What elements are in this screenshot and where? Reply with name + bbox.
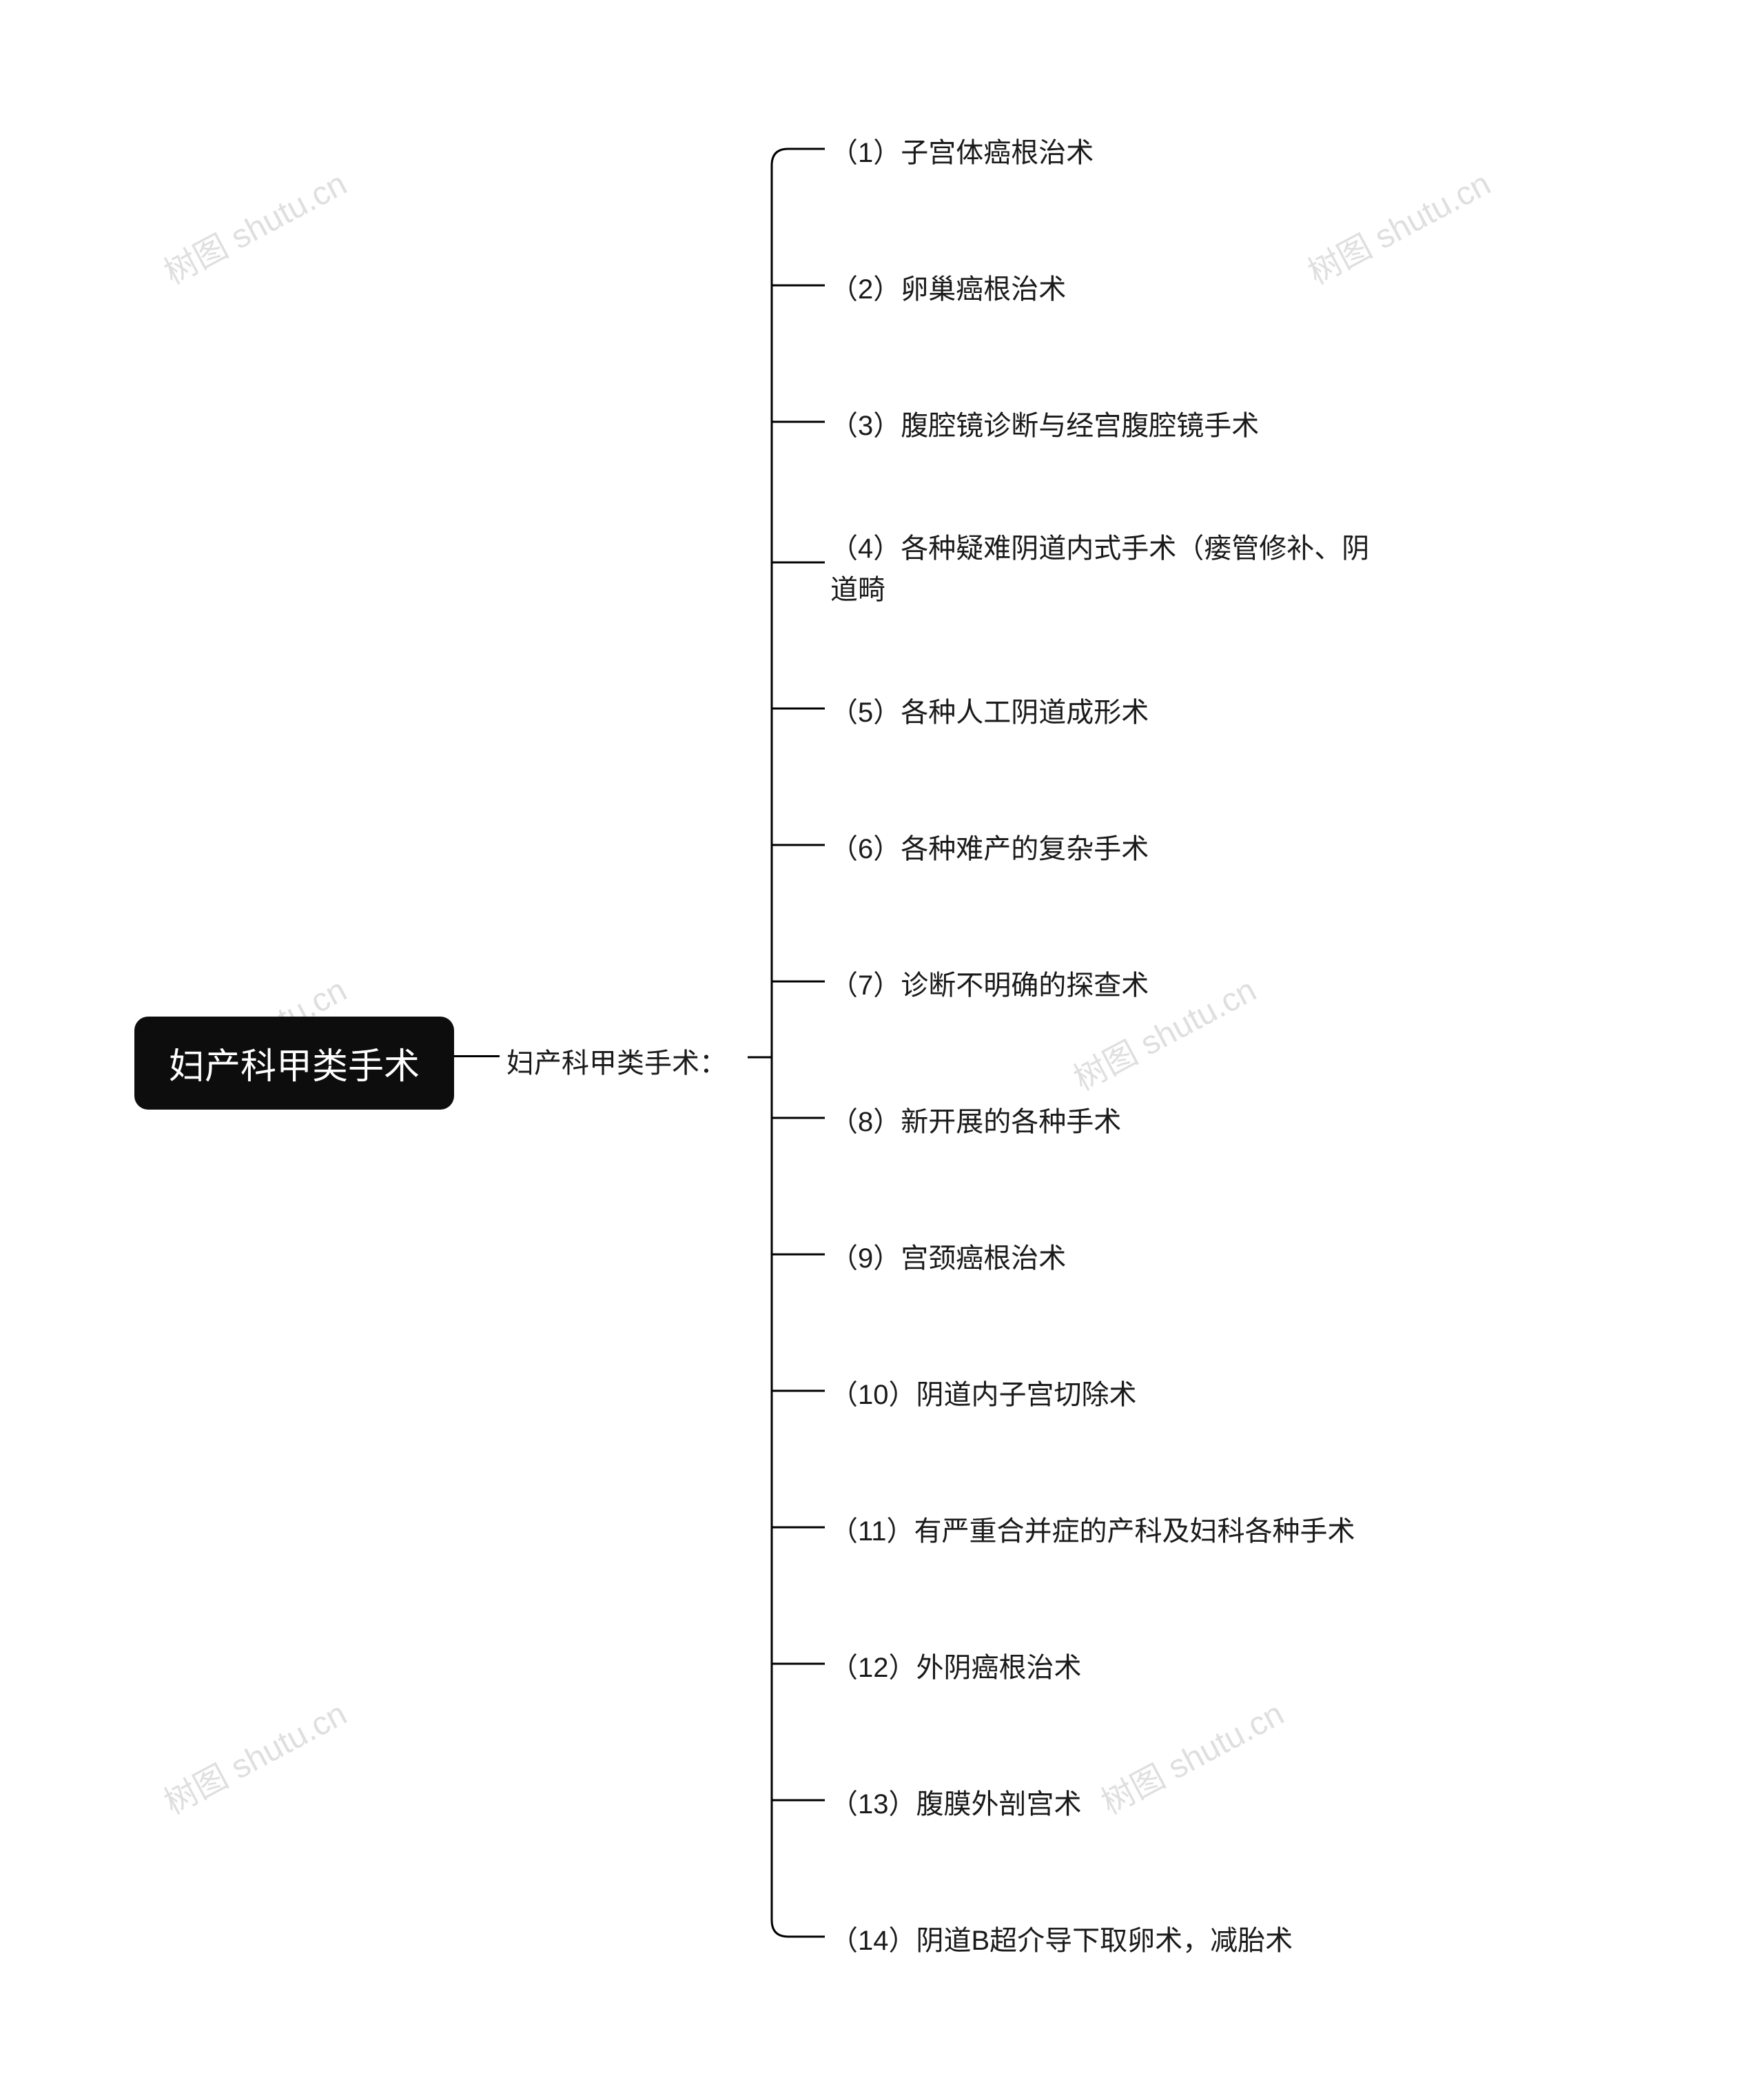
leaf-node-2[interactable]: （2）卵巢癌根治术 xyxy=(830,269,1066,310)
leaf-label: （9）宫颈癌根治术 xyxy=(830,1243,1066,1274)
leaf-label: （8）新开展的各种手术 xyxy=(830,1107,1121,1137)
mindmap-canvas: 树图 shutu.cn 树图 shutu.cn 树图 shutu.cn 树图 shut… xyxy=(0,0,1764,2100)
leaf-node-3[interactable]: （3）腹腔镜诊断与经宫腹腔镜手术 xyxy=(830,405,1259,447)
leaf-node-13[interactable]: （13）腹膜外剖宫术 xyxy=(830,1784,1082,1825)
leaf-label: （14）阴道B超介导下取卵术，减胎术 xyxy=(830,1926,1293,1956)
leaf-label: （2）卵巢癌根治术 xyxy=(830,274,1066,305)
leaf-node-8[interactable]: （8）新开展的各种手术 xyxy=(830,1101,1121,1143)
leaf-label: （6）各种难产的复杂手术 xyxy=(830,834,1149,864)
leaf-label: （12）外阴癌根治术 xyxy=(830,1653,1082,1683)
watermark: 树图 shutu.cn xyxy=(154,157,354,294)
sub-label: 妇产科甲类手术： xyxy=(506,1048,727,1079)
leaf-label: （3）腹腔镜诊断与经宫腹腔镜手术 xyxy=(830,411,1259,441)
root-node[interactable]: 妇产科甲类手术 xyxy=(134,1017,454,1110)
leaf-node-10[interactable]: （10）阴道内子宫切除术 xyxy=(830,1374,1137,1416)
leaf-label: （1）子宫体癌根治术 xyxy=(830,138,1094,168)
watermark: 树图 shutu.cn xyxy=(1091,1687,1291,1824)
leaf-node-5[interactable]: （5）各种人工阴道成形术 xyxy=(830,692,1149,733)
leaf-node-9[interactable]: （9）宫颈癌根治术 xyxy=(830,1238,1066,1279)
watermark: 树图 shutu.cn xyxy=(154,1687,354,1824)
leaf-label: （5）各种人工阴道成形术 xyxy=(830,697,1149,728)
leaf-node-7[interactable]: （7）诊断不明确的探查术 xyxy=(830,965,1149,1006)
leaf-label: （10）阴道内子宫切除术 xyxy=(830,1380,1137,1410)
leaf-node-12[interactable]: （12）外阴癌根治术 xyxy=(830,1647,1082,1689)
leaf-node-11[interactable]: （11）有严重合并症的产科及妇科各种手术 xyxy=(830,1511,1355,1552)
leaf-node-14[interactable]: （14）阴道B超介导下取卵术，减胎术 xyxy=(830,1920,1293,1961)
sub-node[interactable]: 妇产科甲类手术： xyxy=(506,1041,727,1081)
leaf-label: （4）各种疑难阴道内式手术（瘘管修补、阴道畸 xyxy=(830,533,1369,605)
watermark: 树图 shutu.cn xyxy=(1298,157,1498,294)
leaf-label: （13）腹膜外剖宫术 xyxy=(830,1789,1082,1819)
leaf-node-1[interactable]: （1）子宫体癌根治术 xyxy=(830,132,1094,174)
leaf-label: （11）有严重合并症的产科及妇科各种手术 xyxy=(830,1516,1355,1547)
root-label: 妇产科甲类手术 xyxy=(169,1047,420,1087)
leaf-node-4[interactable]: （4）各种疑难阴道内式手术（瘘管修补、阴道畸 xyxy=(830,528,1382,611)
leaf-label: （7）诊断不明确的探查术 xyxy=(830,970,1149,1001)
leaf-node-6[interactable]: （6）各种难产的复杂手术 xyxy=(830,828,1149,870)
